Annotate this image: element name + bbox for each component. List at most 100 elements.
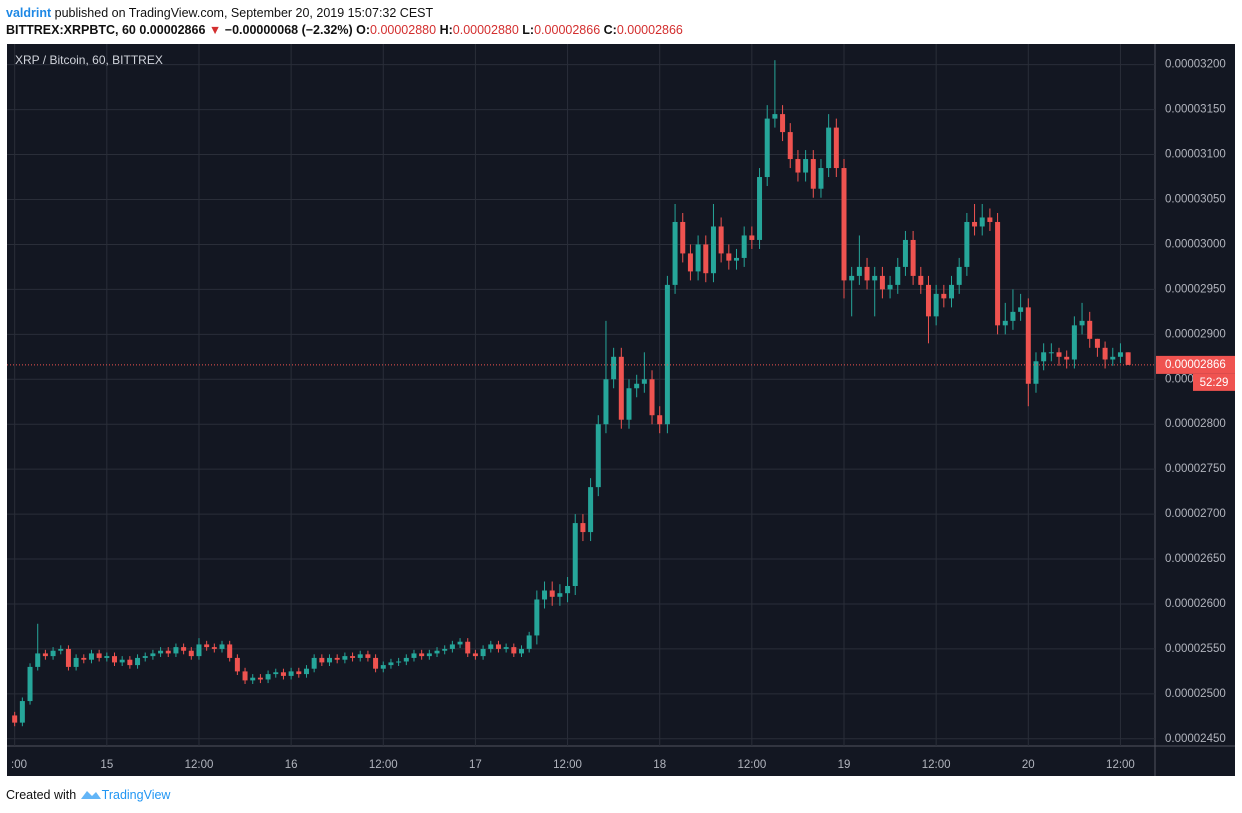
price-label-bg — [1156, 355, 1235, 374]
candle-body — [557, 593, 563, 597]
candle-body — [234, 657, 240, 672]
candle-body — [703, 244, 709, 274]
candle-body — [357, 654, 363, 658]
candle-body — [995, 221, 1001, 326]
candle-body — [319, 657, 325, 663]
candle-body — [257, 677, 263, 680]
candle-body — [518, 648, 524, 654]
countdown-bg — [1193, 373, 1235, 391]
candle-body — [879, 275, 885, 290]
candle-body — [334, 657, 340, 660]
candle-body — [749, 235, 755, 240]
close: 0.00002866 — [616, 23, 683, 37]
candle-body — [296, 671, 302, 675]
x-tick-label: 20 — [1022, 759, 1035, 771]
candle-body — [35, 653, 41, 667]
candle-body — [81, 657, 87, 660]
candle-body — [350, 656, 356, 658]
candle-body — [657, 415, 663, 425]
candle-body — [1033, 361, 1039, 384]
candle-body — [411, 653, 417, 658]
candle-body — [311, 657, 317, 669]
candle-body — [672, 221, 678, 285]
candle-body — [933, 293, 939, 317]
candle-body — [88, 653, 94, 660]
candle-body — [1025, 307, 1031, 384]
candle-body — [434, 650, 440, 654]
candle-body — [549, 590, 555, 597]
arrow: ▼ — [208, 23, 222, 37]
candle-body — [1087, 320, 1093, 339]
candle-body — [603, 379, 609, 425]
candle-body — [173, 647, 179, 654]
candle-body — [803, 159, 809, 173]
candle-body — [1041, 352, 1047, 362]
x-tick-label: 12:00 — [553, 759, 582, 771]
footer: Created with TradingView — [6, 787, 170, 802]
candle-body — [687, 253, 693, 272]
candle-body — [864, 266, 870, 281]
candle-body — [457, 641, 463, 645]
brand[interactable]: TradingView — [101, 788, 171, 802]
candle-body — [925, 284, 931, 317]
x-tick-label: 17 — [469, 759, 482, 771]
y-tick-label: 0.00003150 — [1165, 104, 1226, 116]
candle-body — [342, 656, 348, 660]
candle-body — [757, 177, 763, 240]
last: 0.00002866 — [139, 23, 206, 37]
candle-body — [1125, 352, 1131, 365]
candle-body — [1010, 311, 1016, 321]
candle-body — [50, 650, 56, 657]
candle-body — [158, 650, 164, 654]
l-label: L: — [522, 23, 535, 37]
candle-body — [419, 653, 425, 657]
y-tick-label: 0.00002700 — [1165, 508, 1226, 520]
candle-body — [65, 648, 71, 667]
candle-body — [188, 650, 194, 657]
candle-body — [826, 127, 832, 169]
candle-body — [542, 590, 548, 600]
candle-body — [127, 659, 133, 666]
candle-body — [19, 701, 25, 723]
low: 0.00002866 — [534, 23, 601, 37]
candle-body — [442, 648, 448, 651]
candle-body — [641, 379, 647, 384]
candle-body — [150, 653, 156, 657]
x-tick-label: 12:00 — [737, 759, 766, 771]
candle-body — [787, 132, 793, 160]
candle-body — [365, 654, 371, 658]
candle-body — [780, 114, 786, 133]
candle-body — [403, 657, 409, 662]
c-label: C: — [603, 23, 617, 37]
candle-body — [1048, 352, 1054, 354]
candle-body — [534, 599, 540, 636]
candle-body — [1102, 347, 1108, 360]
y-tick-label: 0.00002500 — [1165, 688, 1226, 700]
y-tick-label: 0.00003200 — [1165, 59, 1226, 71]
candle-body — [1110, 356, 1116, 360]
open: 0.00002880 — [370, 23, 437, 37]
candle-body — [1117, 352, 1123, 357]
candle-body — [849, 275, 855, 281]
candle-body — [280, 672, 286, 676]
candle-body — [1094, 338, 1100, 348]
candle-body — [979, 217, 985, 227]
candle-body — [211, 647, 217, 649]
candle-body — [288, 671, 294, 676]
candle-body — [841, 168, 847, 281]
x-tick-label: 15 — [100, 759, 113, 771]
candle-body — [58, 648, 64, 651]
candle-body — [1056, 352, 1062, 357]
candle-body — [1002, 320, 1008, 326]
x-tick-label: 18 — [653, 759, 666, 771]
author[interactable]: valdrint — [6, 6, 52, 20]
candle-body — [695, 244, 701, 272]
candle-body — [733, 257, 739, 261]
x-tick-label: 12:00 — [922, 759, 951, 771]
symbol: BITTREX:XRPBTC, 60 — [6, 23, 136, 37]
candle-body — [856, 266, 862, 276]
candle-body — [887, 284, 893, 290]
change: −0.00000068 (−2.32%) — [224, 23, 353, 37]
price-label: 0.00002866 — [1165, 359, 1226, 371]
